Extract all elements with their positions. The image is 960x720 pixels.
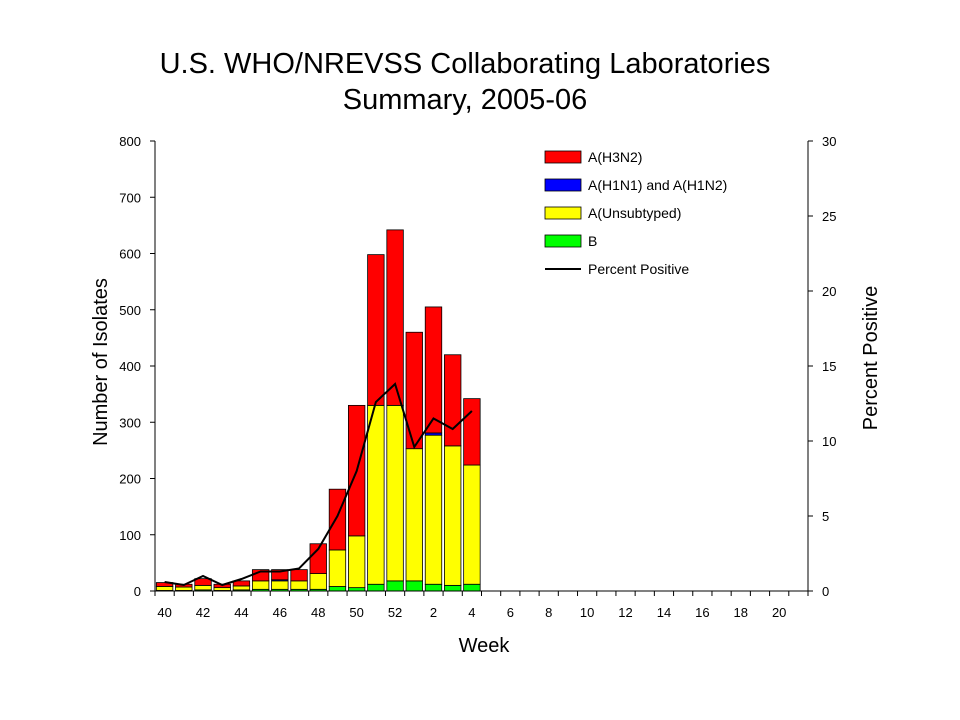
bar-a-unsubtyped--12 bbox=[386, 404, 404, 582]
y-tick-label-1: 100 bbox=[119, 528, 141, 543]
bar-a-unsubtyped--10 bbox=[347, 535, 366, 589]
bar-a-h3n2--11 bbox=[367, 254, 385, 406]
legend-label-b: B bbox=[588, 233, 597, 249]
bar-a-unsubtyped--9 bbox=[328, 549, 347, 587]
percent-positive-line bbox=[164, 382, 473, 587]
y-axis-title: Number of Isolates bbox=[90, 278, 112, 446]
y2-tick-label-5: 25 bbox=[822, 209, 836, 224]
x-tick-label-12: 12 bbox=[618, 605, 632, 620]
legend-swatch-a-h1n1-and-a-h1n2- bbox=[544, 178, 582, 192]
bar-a-unsubtyped--15 bbox=[444, 445, 462, 586]
x-tick-label-15: 18 bbox=[734, 605, 748, 620]
chart-title-line-1: U.S. WHO/NREVSS Collaborating Laboratori… bbox=[159, 48, 771, 80]
x-tick-label-6: 52 bbox=[388, 605, 402, 620]
bar-a-h3n2--9 bbox=[328, 488, 347, 551]
x-tick-label-2: 44 bbox=[234, 605, 248, 620]
bar-a-unsubtyped--14 bbox=[424, 434, 443, 585]
bar-a-h3n2--12 bbox=[386, 229, 404, 406]
x-tick-label-16: 20 bbox=[772, 605, 786, 620]
bar-b-11 bbox=[367, 583, 385, 592]
y2-tick-label-6: 30 bbox=[822, 134, 836, 149]
y-tick-label-5: 500 bbox=[119, 303, 141, 318]
legend-swatch-a-h3n2- bbox=[544, 150, 582, 164]
y2-tick-label-3: 15 bbox=[822, 359, 836, 374]
legend-label-a-h1n1-and-a-h1n2-: A(H1N1) and A(H1N2) bbox=[588, 177, 727, 193]
bar-a-unsubtyped--0 bbox=[155, 586, 174, 591]
bar-a-h3n2--4 bbox=[232, 580, 251, 587]
bar-a-unsubtyped--13 bbox=[405, 448, 423, 582]
x-tick-label-14: 16 bbox=[695, 605, 709, 620]
legend-swatch-a-unsubtyped- bbox=[544, 206, 582, 220]
y-tick-label-8: 800 bbox=[119, 134, 141, 149]
x-tick-label-0: 40 bbox=[157, 605, 171, 620]
bar-a-h3n2--14 bbox=[424, 306, 443, 434]
bar-a-unsubtyped--2 bbox=[194, 584, 212, 591]
x-tick-label-3: 46 bbox=[273, 605, 287, 620]
x-axis-title: Week bbox=[459, 635, 511, 657]
legend-label-a-h3n2-: A(H3N2) bbox=[588, 149, 642, 165]
bar-b-14 bbox=[424, 583, 443, 592]
bar-a-unsubtyped--16 bbox=[463, 464, 481, 585]
y2-tick-label-4: 20 bbox=[822, 284, 836, 299]
bar-a-h3n2--16 bbox=[463, 398, 481, 466]
bar-a-unsubtyped--6 bbox=[271, 580, 289, 590]
y-tick-label-7: 700 bbox=[119, 190, 141, 205]
y-tick-label-3: 300 bbox=[119, 415, 141, 430]
x-tick-label-8: 4 bbox=[468, 605, 475, 620]
bar-a-h3n2--2 bbox=[194, 578, 212, 586]
legend: A(H3N2) A(H1N1) and A(H1N2) A(Unsubtyped) B… bbox=[544, 149, 727, 277]
y2-tick-label-0: 0 bbox=[822, 584, 829, 599]
x-tick-label-4: 48 bbox=[311, 605, 325, 620]
y-tick-label-0: 0 bbox=[134, 584, 141, 599]
y-tick-label-2: 200 bbox=[119, 472, 141, 487]
y2-tick-label-1: 5 bbox=[822, 509, 829, 524]
x-tick-label-7: 2 bbox=[430, 605, 437, 620]
bar-b-13 bbox=[405, 580, 423, 592]
bar-a-h3n2--6 bbox=[271, 569, 289, 581]
bar-a-h3n2--15 bbox=[444, 354, 462, 447]
bar-a-unsubtyped--5 bbox=[251, 580, 270, 590]
bar-a-unsubtyped--8 bbox=[309, 573, 327, 590]
x-tick-label-1: 42 bbox=[196, 605, 210, 620]
bar-a-unsubtyped--11 bbox=[367, 404, 385, 585]
chart-title-line-2: Summary, 2005-06 bbox=[342, 84, 588, 116]
x-tick-label-5: 50 bbox=[349, 605, 363, 620]
legend-swatch-b bbox=[544, 234, 582, 248]
bar-a-unsubtyped--3 bbox=[213, 587, 231, 591]
y2-axis-title: Percent Positive bbox=[860, 286, 882, 431]
x-tick-label-13: 14 bbox=[657, 605, 671, 620]
y-tick-label-6: 600 bbox=[119, 247, 141, 262]
legend-label-percent-positive: Percent Positive bbox=[588, 261, 689, 277]
bar-b-16 bbox=[463, 583, 481, 592]
x-tick-label-10: 8 bbox=[545, 605, 552, 620]
bar-b-15 bbox=[444, 584, 462, 592]
y-tick-label-4: 400 bbox=[119, 359, 141, 374]
bars-group bbox=[155, 229, 481, 592]
bar-b-9 bbox=[328, 586, 347, 592]
y2-tick-label-2: 10 bbox=[822, 434, 836, 449]
legend-label-a-unsubtyped-: A(Unsubtyped) bbox=[588, 205, 681, 221]
x-tick-label-9: 6 bbox=[507, 605, 514, 620]
bar-a-h3n2--7 bbox=[290, 569, 308, 582]
x-tick-label-11: 10 bbox=[580, 605, 594, 620]
bar-a-unsubtyped--4 bbox=[232, 585, 251, 591]
percent-positive-line-group bbox=[164, 382, 473, 587]
bar-a-unsubtyped--7 bbox=[290, 580, 308, 590]
bar-b-12 bbox=[386, 580, 404, 592]
bar-a-unsubtyped--1 bbox=[175, 586, 193, 591]
